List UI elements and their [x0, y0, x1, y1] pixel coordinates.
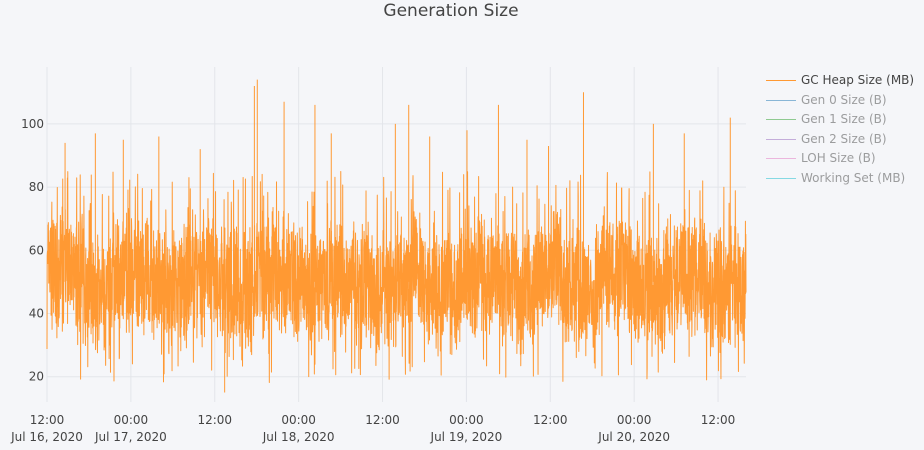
legend-swatch-icon [766, 99, 796, 101]
y-axis-ticks: 20 40 60 80 100 [21, 117, 44, 384]
legend-swatch-icon [766, 119, 796, 121]
legend-item[interactable]: Gen 0 Size (B) [766, 91, 914, 111]
x-tick-label-date: Jul 20, 2020 [597, 430, 670, 444]
y-tick-label: 60 [29, 243, 44, 257]
x-tick-label-time: 12:00 [197, 413, 232, 427]
legend-label: LOH Size (B) [801, 151, 876, 165]
x-tick-label-date: Jul 16, 2020 [10, 430, 83, 444]
x-tick-label-time: 00:00 [114, 413, 149, 427]
x-tick-label-time: 00:00 [617, 413, 652, 427]
series-line [46, 79, 747, 393]
y-tick-label: 100 [21, 117, 44, 131]
chart-title: Generation Size [383, 1, 519, 21]
legend-label: Gen 0 Size (B) [801, 92, 887, 107]
x-tick-label-date: Jul 19, 2020 [430, 430, 503, 444]
x-tick-label-time: 12:00 [30, 413, 65, 427]
y-tick-label: 80 [29, 180, 44, 194]
legend: GC Heap Size (MB) Gen 0 Size (B) Gen 1 Siz… [766, 71, 914, 188]
legend-item[interactable]: GC Heap Size (MB) [766, 71, 914, 91]
legend-swatch-icon [766, 138, 796, 140]
legend-swatch-icon [766, 158, 796, 160]
series-layer [46, 79, 747, 393]
legend-item[interactable]: Gen 1 Size (B) [766, 110, 914, 130]
x-tick-label-time: 00:00 [449, 413, 484, 427]
x-tick-label-time: 12:00 [365, 413, 400, 427]
x-tick-label-time: 00:00 [281, 413, 316, 427]
y-tick-label: 20 [29, 370, 44, 384]
y-tick-label: 40 [29, 307, 44, 321]
legend-item[interactable]: LOH Size (B) [766, 149, 914, 169]
legend-label: Gen 1 Size (B) [801, 112, 887, 126]
x-axis-ticks: 12:00 Jul 16, 2020 00:00 Jul 17, 2020 12:00 0… [10, 413, 735, 444]
legend-label: GC Heap Size (MB) [801, 73, 915, 87]
legend-swatch-icon [766, 80, 796, 82]
x-tick-label-time: 12:00 [533, 413, 568, 427]
x-tick-label-time: 12:00 [701, 413, 736, 427]
legend-swatch-icon [766, 177, 796, 179]
legend-item[interactable]: Gen 2 Size (B) [766, 130, 914, 150]
x-tick-label-date: Jul 17, 2020 [94, 430, 167, 444]
x-tick-label-date: Jul 18, 2020 [262, 430, 335, 444]
legend-label: Working Set (MB) [801, 170, 906, 185]
legend-item[interactable]: Working Set (MB) [766, 169, 914, 189]
legend-label: Gen 2 Size (B) [801, 131, 887, 146]
